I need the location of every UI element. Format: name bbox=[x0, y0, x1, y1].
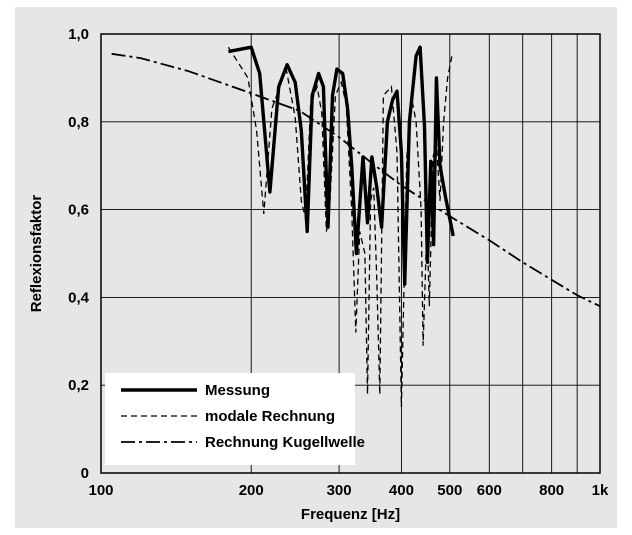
x-tick-label: 400 bbox=[389, 482, 414, 499]
y-tick-labels: 0 0,2 0,4 0,6 0,8 1,0 bbox=[68, 26, 90, 482]
plot-border bbox=[100, 33, 601, 474]
y-tick-label: 0,8 bbox=[68, 114, 89, 131]
x-tick-labels: 100 200 300 400 500 600 800 1k bbox=[88, 482, 609, 499]
y-tick-label: 0,2 bbox=[68, 377, 89, 394]
legend: Messung modale Rechnung Rechnung Kugellwel… bbox=[105, 373, 365, 465]
legend-label-2: Rechnung Kugellwelle bbox=[205, 434, 365, 451]
reflection-factor-chart: 100 200 300 400 500 600 800 1k 0 0,2 0,4 0,6 0,8 1,0… bbox=[28, 26, 609, 523]
y-tick-label: 0,4 bbox=[68, 289, 90, 306]
y-axis-title: Reflexionsfaktor bbox=[28, 195, 45, 313]
series-line-1 bbox=[227, 46, 453, 408]
y-tick-label: 0 bbox=[81, 465, 89, 482]
legend-label-1: modale Rechnung bbox=[205, 408, 335, 425]
x-tick-label: 200 bbox=[239, 482, 264, 499]
x-axis-title: Frequenz [Hz] bbox=[301, 506, 400, 523]
chart-panel: 100 200 300 400 500 600 800 1k 0 0,2 0,4 0,6 0,8 1,0… bbox=[15, 7, 617, 528]
x-tick-label: 300 bbox=[327, 482, 352, 499]
x-tick-label: 1k bbox=[592, 482, 609, 499]
x-tick-label: 600 bbox=[477, 482, 502, 499]
legend-label-0: Messung bbox=[205, 382, 270, 399]
x-tick-label: 100 bbox=[88, 482, 113, 499]
x-tick-label: 500 bbox=[437, 482, 462, 499]
series-line-2 bbox=[111, 52, 601, 308]
y-tick-label: 0,6 bbox=[68, 202, 89, 219]
x-tick-label: 800 bbox=[539, 482, 564, 499]
y-tick-label: 1,0 bbox=[68, 26, 89, 43]
series-line-0 bbox=[228, 45, 455, 286]
series-layer bbox=[111, 45, 601, 408]
